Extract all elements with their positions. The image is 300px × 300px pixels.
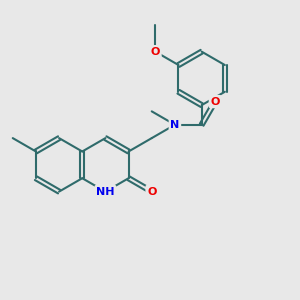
Text: O: O: [151, 47, 160, 57]
Text: N: N: [170, 120, 179, 130]
Text: O: O: [210, 97, 220, 106]
Text: NH: NH: [96, 187, 115, 196]
Text: O: O: [147, 187, 156, 196]
